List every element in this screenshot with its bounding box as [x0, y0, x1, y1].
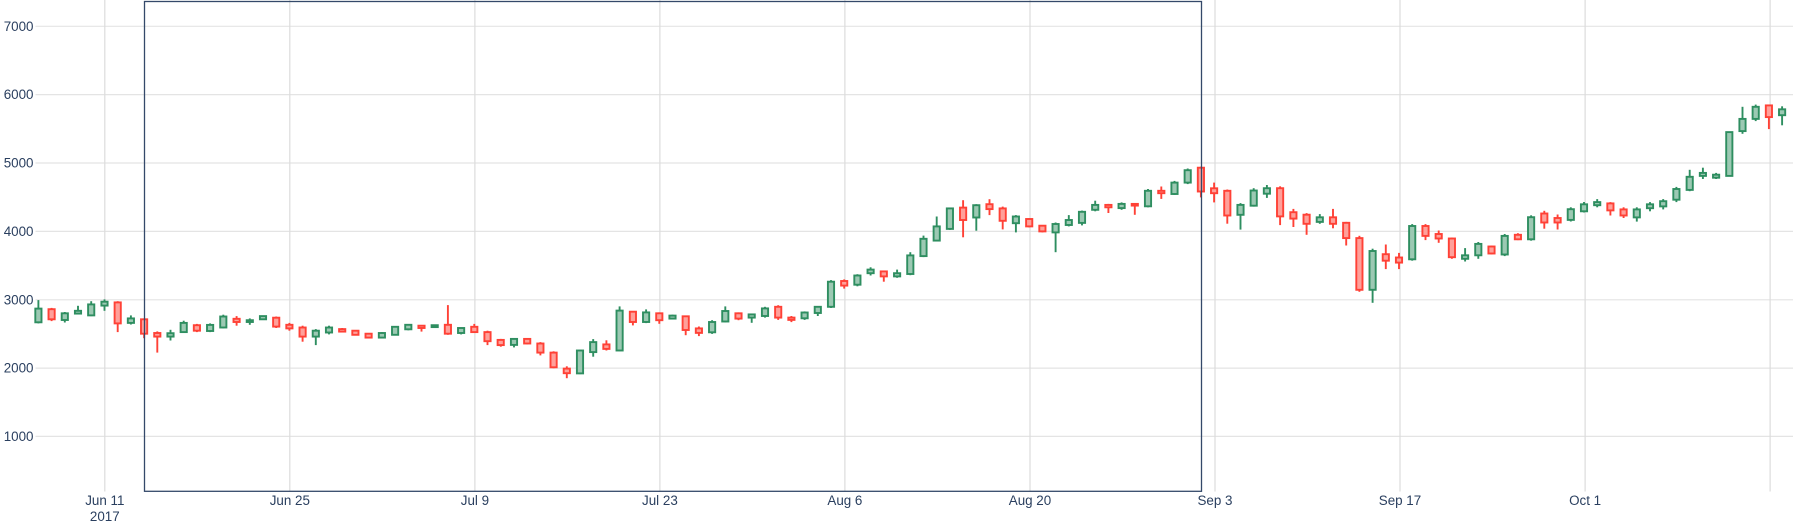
svg-text:2017: 2017 [90, 509, 120, 524]
svg-text:7000: 7000 [4, 19, 34, 34]
svg-text:Sep 3: Sep 3 [1198, 493, 1233, 508]
svg-text:6000: 6000 [4, 87, 34, 102]
svg-text:Sep 17: Sep 17 [1379, 493, 1421, 508]
svg-text:2000: 2000 [4, 361, 34, 376]
svg-text:Oct 1: Oct 1 [1569, 493, 1601, 508]
svg-text:Jun 25: Jun 25 [270, 493, 310, 508]
svg-text:Jul 23: Jul 23 [642, 493, 678, 508]
svg-text:5000: 5000 [4, 156, 34, 171]
svg-text:Jul 9: Jul 9 [461, 493, 489, 508]
svg-text:Aug 20: Aug 20 [1009, 493, 1051, 508]
svg-text:3000: 3000 [4, 292, 34, 307]
svg-text:1000: 1000 [4, 429, 34, 444]
svg-text:Aug 6: Aug 6 [827, 493, 862, 508]
svg-text:4000: 4000 [4, 224, 34, 239]
svg-text:Jun 11: Jun 11 [85, 493, 124, 508]
